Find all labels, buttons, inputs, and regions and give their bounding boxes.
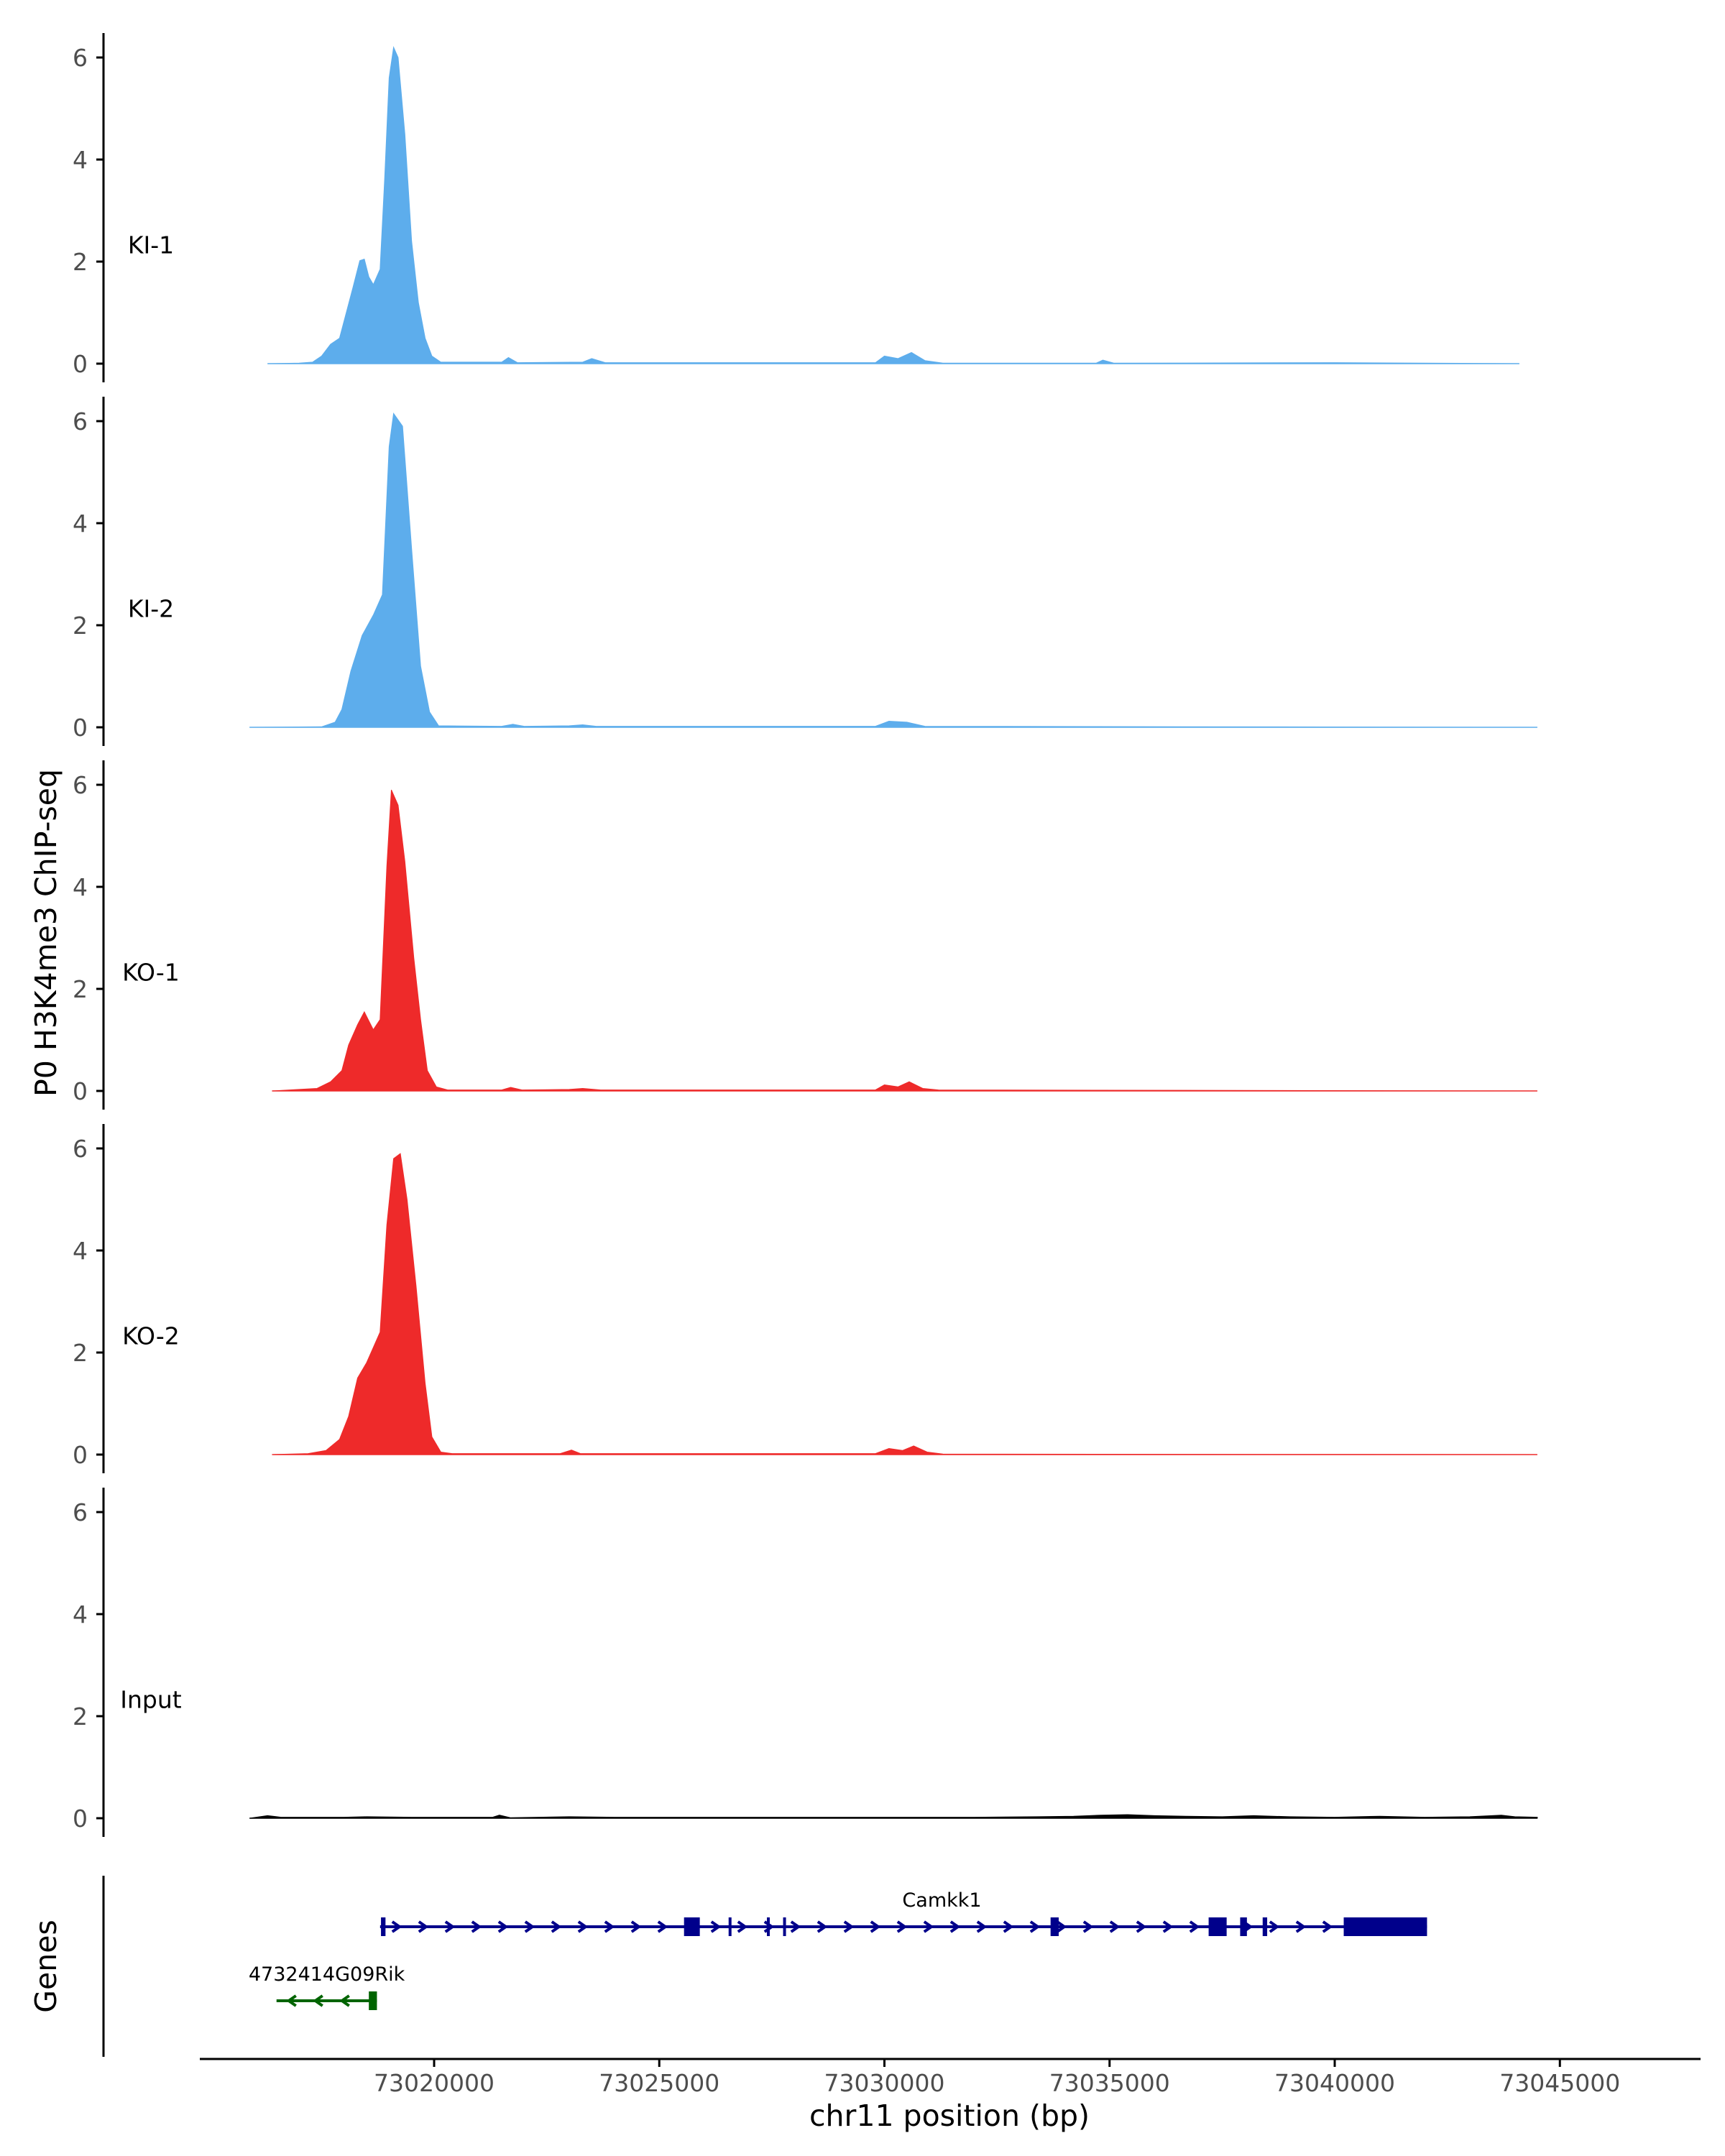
- strand-chevron: [1003, 1920, 1014, 1933]
- y-tick-label: 0: [73, 1441, 88, 1469]
- gene-exon: [1343, 1917, 1427, 1936]
- y-tick-label: 0: [73, 714, 88, 742]
- track-label: KO-1: [122, 959, 180, 987]
- track-panel-ki-1: 0 2 4 6 KI-1: [73, 33, 1519, 382]
- strand-chevron: [896, 1920, 908, 1933]
- y-axis-title: P0 H3K4me3 ChIP-seq: [29, 769, 63, 1097]
- gene-name-label: Camkk1: [902, 1889, 981, 1912]
- track-label: Input: [120, 1686, 182, 1714]
- gene-model-camkk1: Camkk1: [380, 1889, 1427, 1936]
- x-axis-title: chr11 position (bp): [809, 2099, 1090, 2133]
- y-tick-label: 2: [73, 248, 88, 276]
- x-tick-label: 73035000: [1049, 2069, 1170, 2097]
- strand-chevron: [1109, 1920, 1121, 1933]
- coverage-area: [249, 1814, 1538, 1819]
- strand-chevron: [497, 1920, 509, 1933]
- gene-exon: [766, 1917, 770, 1936]
- x-tick-label: 73025000: [599, 2069, 719, 2097]
- gene-exon: [684, 1917, 700, 1936]
- strand-chevron: [471, 1920, 482, 1933]
- strand-chevron: [339, 1994, 350, 2007]
- y-tick-label: 2: [73, 1339, 88, 1367]
- strand-chevron: [444, 1920, 456, 1933]
- strand-chevron: [870, 1920, 881, 1933]
- x-tick-label: 73045000: [1499, 2069, 1620, 2097]
- gene-exon: [728, 1917, 732, 1936]
- gene-exon: [1208, 1917, 1227, 1936]
- gene-exon: [1240, 1917, 1247, 1936]
- gene-exon: [381, 1917, 386, 1936]
- strand-chevron: [949, 1920, 961, 1933]
- strand-chevron: [1162, 1920, 1174, 1933]
- gene-model-4732414g09rik: 4732414G09Rik: [249, 1963, 405, 2010]
- gene-annotation-panel: Genes Camkk1 4732414G09Rik: [29, 1876, 1427, 2057]
- y-tick-label: 2: [73, 612, 88, 640]
- track-label: KO-2: [122, 1322, 180, 1350]
- strand-chevron: [843, 1920, 855, 1933]
- x-tick-label: 73030000: [824, 2069, 945, 2097]
- strand-chevron: [1295, 1920, 1307, 1933]
- strand-chevron: [604, 1920, 615, 1933]
- genes-panel-label: Genes: [29, 1920, 63, 2013]
- strand-chevron: [1189, 1920, 1200, 1933]
- strand-chevron: [737, 1920, 748, 1933]
- strand-chevron: [816, 1920, 828, 1933]
- strand-chevron: [790, 1920, 801, 1933]
- x-tick-label: 73020000: [374, 2069, 494, 2097]
- coverage-area: [272, 1153, 1537, 1455]
- coverage-area: [249, 412, 1537, 728]
- y-tick-label: 0: [73, 1805, 88, 1833]
- track-label: KI-1: [128, 231, 174, 259]
- y-tick-label: 6: [73, 1135, 88, 1163]
- x-axis: chr11 position (bp) 73020000 73025000 7303…: [200, 2058, 1701, 2133]
- y-tick-label: 4: [73, 873, 88, 901]
- strand-chevron: [1029, 1920, 1041, 1933]
- strand-chevron: [630, 1920, 642, 1933]
- track-panel-input: 0 2 4 6 Input: [73, 1488, 1538, 1837]
- y-tick-label: 4: [73, 1237, 88, 1265]
- track-panel-ko-2: 0 2 4 6 KO-2: [73, 1124, 1537, 1473]
- strand-chevron: [1056, 1920, 1067, 1933]
- strand-chevron: [710, 1920, 722, 1933]
- strand-chevron: [418, 1920, 429, 1933]
- track-label: KI-2: [128, 595, 174, 623]
- y-tick-label: 0: [73, 1077, 88, 1105]
- track-panel-ki-2: 0 2 4 6 KI-2: [73, 397, 1537, 746]
- strand-chevron: [657, 1920, 668, 1933]
- gene-exon: [1050, 1917, 1059, 1936]
- strand-chevron: [1269, 1920, 1280, 1933]
- strand-chevron: [1322, 1920, 1333, 1933]
- y-tick-label: 4: [73, 1600, 88, 1628]
- gene-exon: [783, 1917, 786, 1936]
- gene-exon: [369, 1991, 377, 2010]
- y-tick-label: 6: [73, 44, 88, 72]
- strand-chevron: [313, 1994, 323, 2007]
- y-tick-label: 6: [73, 771, 88, 799]
- coverage-area: [272, 789, 1537, 1092]
- strand-chevron: [577, 1920, 589, 1933]
- gene-name-label: 4732414G09Rik: [249, 1963, 405, 1986]
- x-tick-label: 73040000: [1274, 2069, 1395, 2097]
- track-panel-ko-1: 0 2 4 6 KO-1: [73, 760, 1537, 1110]
- gene-exon: [1262, 1917, 1268, 1936]
- y-tick-label: 0: [73, 350, 88, 378]
- strand-chevron: [391, 1920, 402, 1933]
- strand-chevron: [286, 1994, 297, 2007]
- strand-chevron: [551, 1920, 562, 1933]
- strand-chevron: [1136, 1920, 1147, 1933]
- y-tick-label: 6: [73, 1498, 88, 1526]
- strand-chevron: [524, 1920, 535, 1933]
- strand-chevron: [1082, 1920, 1094, 1933]
- y-tick-label: 4: [73, 510, 88, 538]
- y-tick-label: 6: [73, 407, 88, 436]
- y-tick-label: 2: [73, 975, 88, 1003]
- strand-chevron: [923, 1920, 934, 1933]
- y-tick-label: 2: [73, 1703, 88, 1731]
- coverage-tracks: 0 2 4 6 KI-1 0 2 4 6 KI-2 0 2 4 6 KO-1 0 2 4 6 KO-2 0 2 4 6 Inpu…: [73, 33, 1538, 1837]
- coverage-area: [267, 46, 1519, 364]
- y-tick-label: 4: [73, 146, 88, 174]
- strand-chevron: [976, 1920, 988, 1933]
